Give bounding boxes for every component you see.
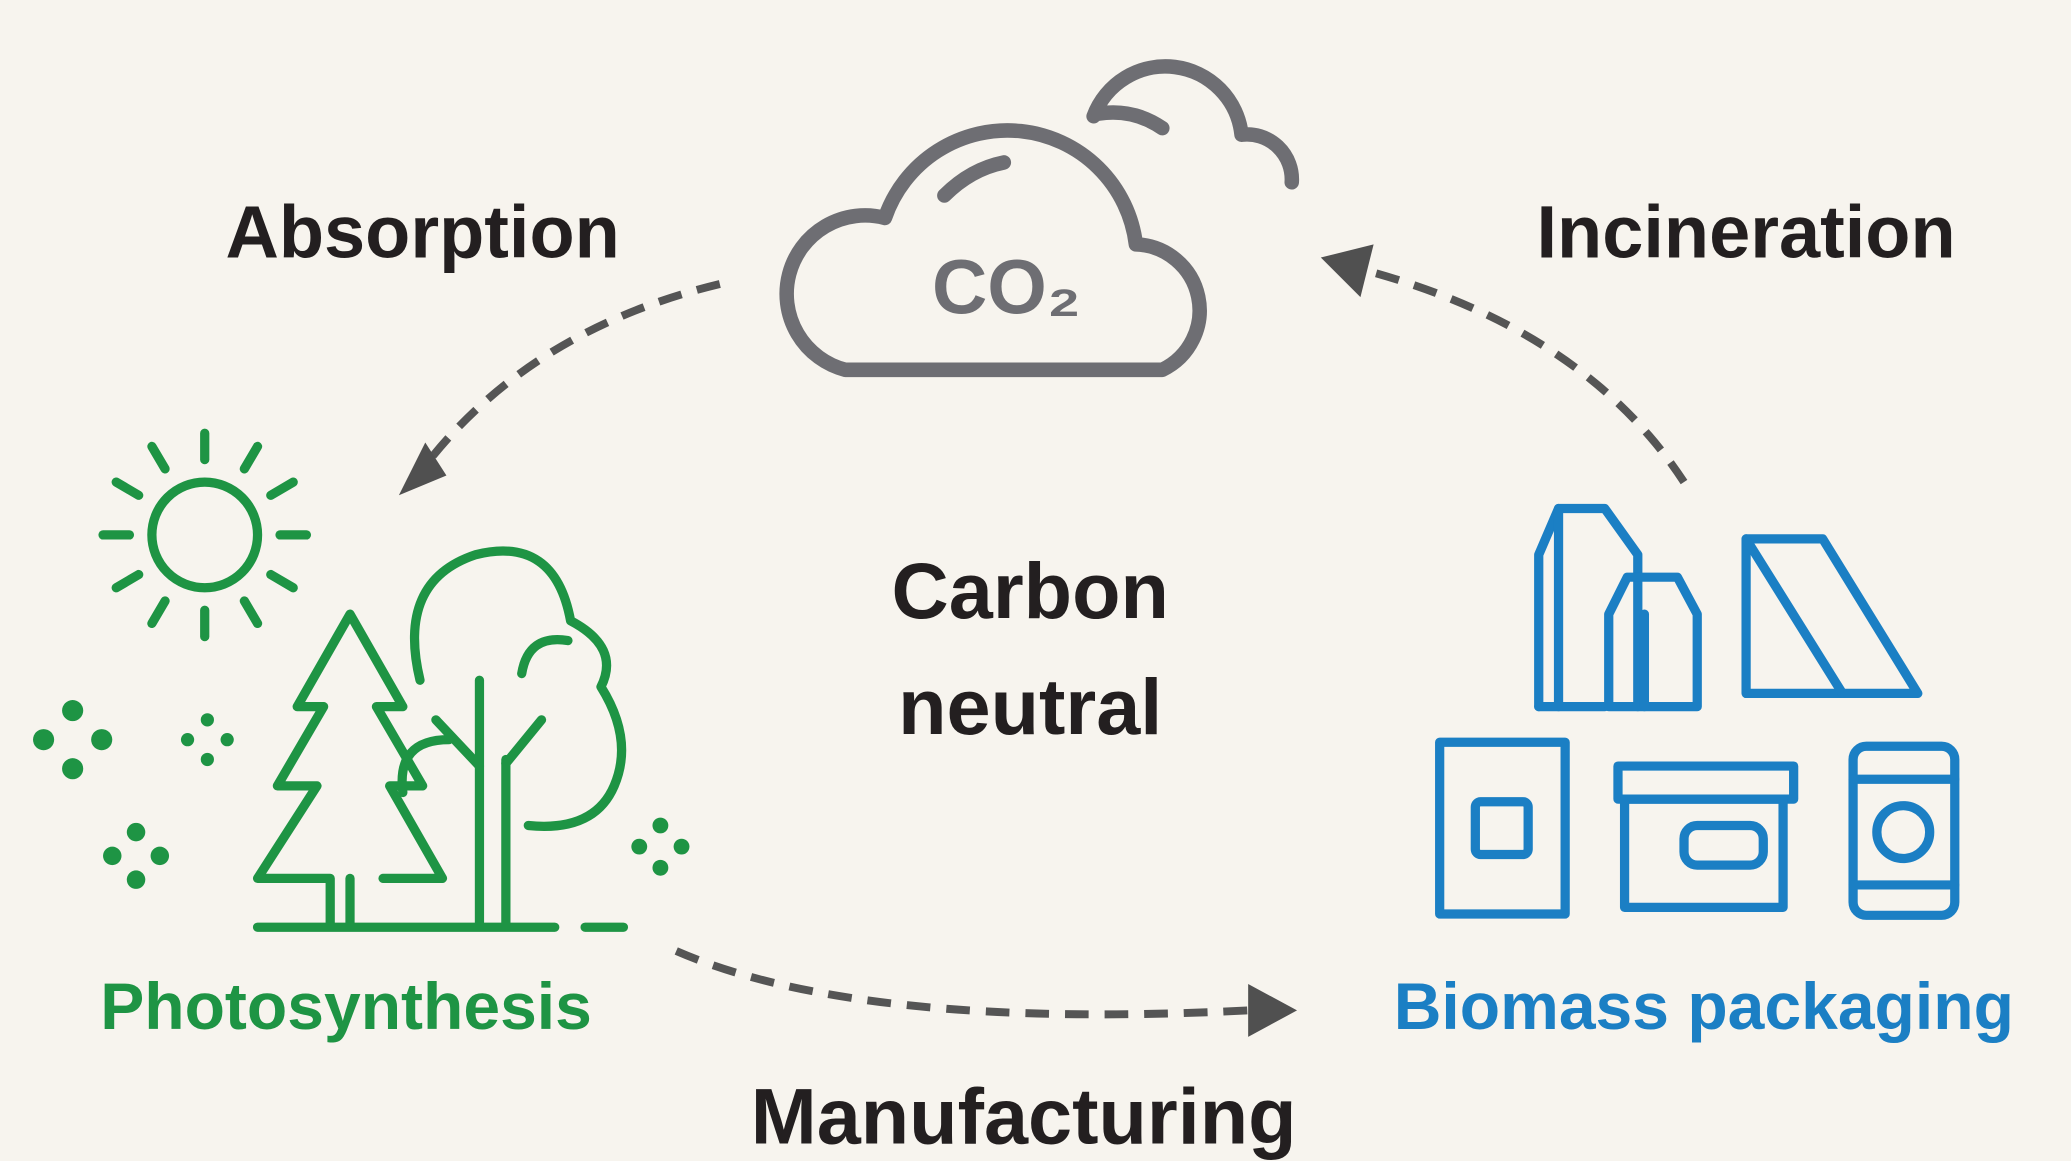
edge-label: Incineration [1537, 190, 1956, 273]
center-label: Carbon [892, 546, 1169, 635]
cloud-label: CO₂ [932, 245, 1081, 330]
node-label: Biomass packaging [1394, 969, 2014, 1043]
center-label: neutral [898, 662, 1162, 751]
edge-label: Absorption [225, 190, 619, 273]
page: {"cycle": { "cloud": {"label": "CO₂"}, "… [0, 0, 2071, 1161]
edge-label: Manufacturing [751, 1072, 1297, 1161]
diagram: CO₂ [0, 0, 2071, 1161]
node-label: Photosynthesis [100, 969, 592, 1043]
